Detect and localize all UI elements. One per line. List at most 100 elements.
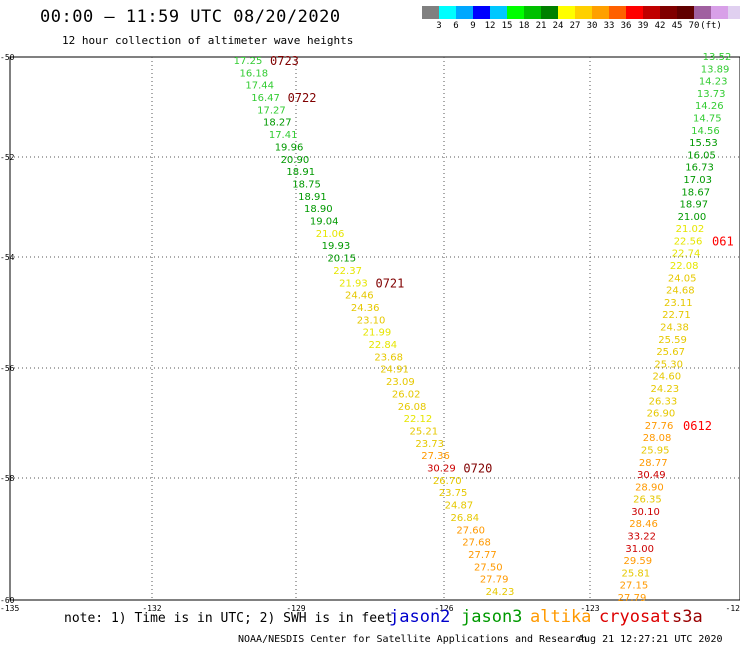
lon-label: -12 (726, 604, 740, 613)
wave-height-value: 30.10 (631, 507, 660, 518)
wave-height-value: 17.03 (683, 175, 712, 186)
wave-height-value: 16.05 (687, 150, 716, 161)
wave-height-value: 30.29 (427, 464, 456, 475)
wave-height-value: 21.06 (316, 229, 345, 240)
scale-swatch (677, 6, 694, 19)
generated-timestamp: Aug 21 12:27:21 UTC 2020 (578, 634, 723, 645)
wave-height-value: 21.00 (678, 212, 707, 223)
wave-height-value: 23.75 (439, 488, 468, 499)
legend-cryosat: cryosat (599, 607, 671, 627)
wave-height-value: 22.12 (404, 414, 433, 425)
wave-height-value: 14.26 (695, 101, 724, 112)
wave-height-value: 14.56 (691, 126, 720, 137)
lat-label: -52 (0, 153, 15, 162)
wave-height-value: 13.52 (703, 52, 732, 63)
wave-height-value: 22.56 (674, 236, 703, 247)
wave-height-value: 26.90 (647, 409, 676, 420)
wave-height-value: 31.00 (625, 544, 654, 555)
scale-label: 42 (654, 21, 666, 31)
pass-time-label: 0720 (463, 462, 492, 476)
wave-height-value: 26.33 (649, 396, 678, 407)
legend-altika: altika (530, 607, 592, 627)
lon-label: -129 (286, 604, 305, 613)
map-title: 00:00 – 11:59 UTC 08/20/2020 (40, 7, 341, 27)
scale-label: 27 (569, 21, 581, 31)
pass-time-label: 0722 (288, 91, 317, 105)
wave-height-value: 22.84 (368, 340, 397, 351)
scale-swatch (422, 6, 439, 19)
wave-height-value: 18.90 (304, 204, 333, 215)
scale-label: 30 (586, 21, 598, 31)
scale-swatch (609, 6, 626, 19)
wave-height-value: 13.73 (697, 89, 726, 100)
scale-label: 36 (620, 21, 632, 31)
wave-height-value: 27.79 (618, 593, 647, 604)
scale-swatch (626, 6, 643, 19)
wave-height-value: 26.70 (433, 476, 462, 487)
pass-time-label: 0723 (270, 54, 299, 68)
wave-height-value: 16.18 (240, 68, 269, 79)
legend-jason3: jason3 (461, 607, 523, 627)
wave-height-value: 14.23 (699, 77, 728, 88)
wave-height-value: 18.27 (263, 118, 292, 129)
wave-height-value: 23.68 (374, 352, 403, 363)
wave-height-value: 16.47 (251, 93, 280, 104)
scale-swatch (643, 6, 660, 19)
wave-height-value: 28.90 (635, 482, 664, 493)
wave-height-value: 18.91 (286, 167, 315, 178)
wave-height-value: 21.93 (339, 278, 368, 289)
scale-label: 9 (470, 21, 476, 31)
scale-swatch (558, 6, 575, 19)
wave-height-value: 23.11 (664, 298, 693, 309)
wave-height-value: 25.21 (409, 426, 438, 437)
wave-height-value: 24.23 (651, 384, 680, 395)
lat-label: -50 (0, 53, 15, 62)
wave-height-value: 22.08 (670, 261, 699, 272)
scale-swatch (575, 6, 592, 19)
wave-height-value: 23.10 (357, 315, 386, 326)
scale-swatch (456, 6, 473, 19)
wave-height-value: 26.08 (398, 402, 427, 413)
scale-swatch (524, 6, 541, 19)
credit-line: NOAA/NESDIS Center for Satellite Applica… (238, 634, 588, 645)
scale-swatch (541, 6, 558, 19)
wave-height-value: 25.59 (658, 335, 687, 346)
scale-label: 24 (552, 21, 564, 31)
scale-label: 21 (535, 21, 547, 31)
scale-label: 39 (637, 21, 649, 31)
scale-label: 45 (671, 21, 683, 31)
footer-note: note: 1) Time is in UTC; 2) SWH is in fe… (64, 611, 393, 626)
wave-height-value: 25.67 (656, 347, 685, 358)
wave-height-value: 21.02 (676, 224, 705, 235)
map-subtitle: 12 hour collection of altimeter wave hei… (62, 34, 354, 47)
lat-label: -54 (0, 253, 15, 262)
wave-height-value: 24.36 (351, 303, 380, 314)
wave-height-value: 16.73 (685, 163, 714, 174)
wave-height-value: 18.75 (292, 179, 321, 190)
lon-label: -135 (0, 604, 19, 613)
lat-label: -58 (0, 474, 15, 483)
lon-label: -126 (434, 604, 453, 613)
wave-height-value: 25.30 (654, 359, 683, 370)
wave-height-value: 24.38 (660, 323, 689, 334)
lat-label: -60 (0, 596, 15, 605)
wave-height-value: 27.15 (620, 581, 649, 592)
wave-height-value: 19.93 (322, 241, 351, 252)
pass-time-label: 061 (712, 234, 734, 248)
wave-height-value: 27.36 (421, 451, 450, 462)
legend-jason2: jason2 (389, 607, 451, 627)
wave-height-value: 17.41 (269, 130, 298, 141)
wave-height-value: 27.68 (462, 538, 491, 549)
wave-height-value: 15.53 (689, 138, 718, 149)
scale-swatch (490, 6, 507, 19)
scale-swatch (592, 6, 609, 19)
wave-height-value: 25.81 (622, 568, 651, 579)
scale-label: 6 (453, 21, 459, 31)
wave-height-value: 20.90 (281, 155, 310, 166)
wave-height-value: 27.79 (480, 575, 509, 586)
wave-height-value: 18.91 (298, 192, 327, 203)
scale-label: 33 (603, 21, 615, 31)
wave-height-value: 22.71 (662, 310, 691, 321)
wave-height-value: 28.77 (639, 458, 668, 469)
